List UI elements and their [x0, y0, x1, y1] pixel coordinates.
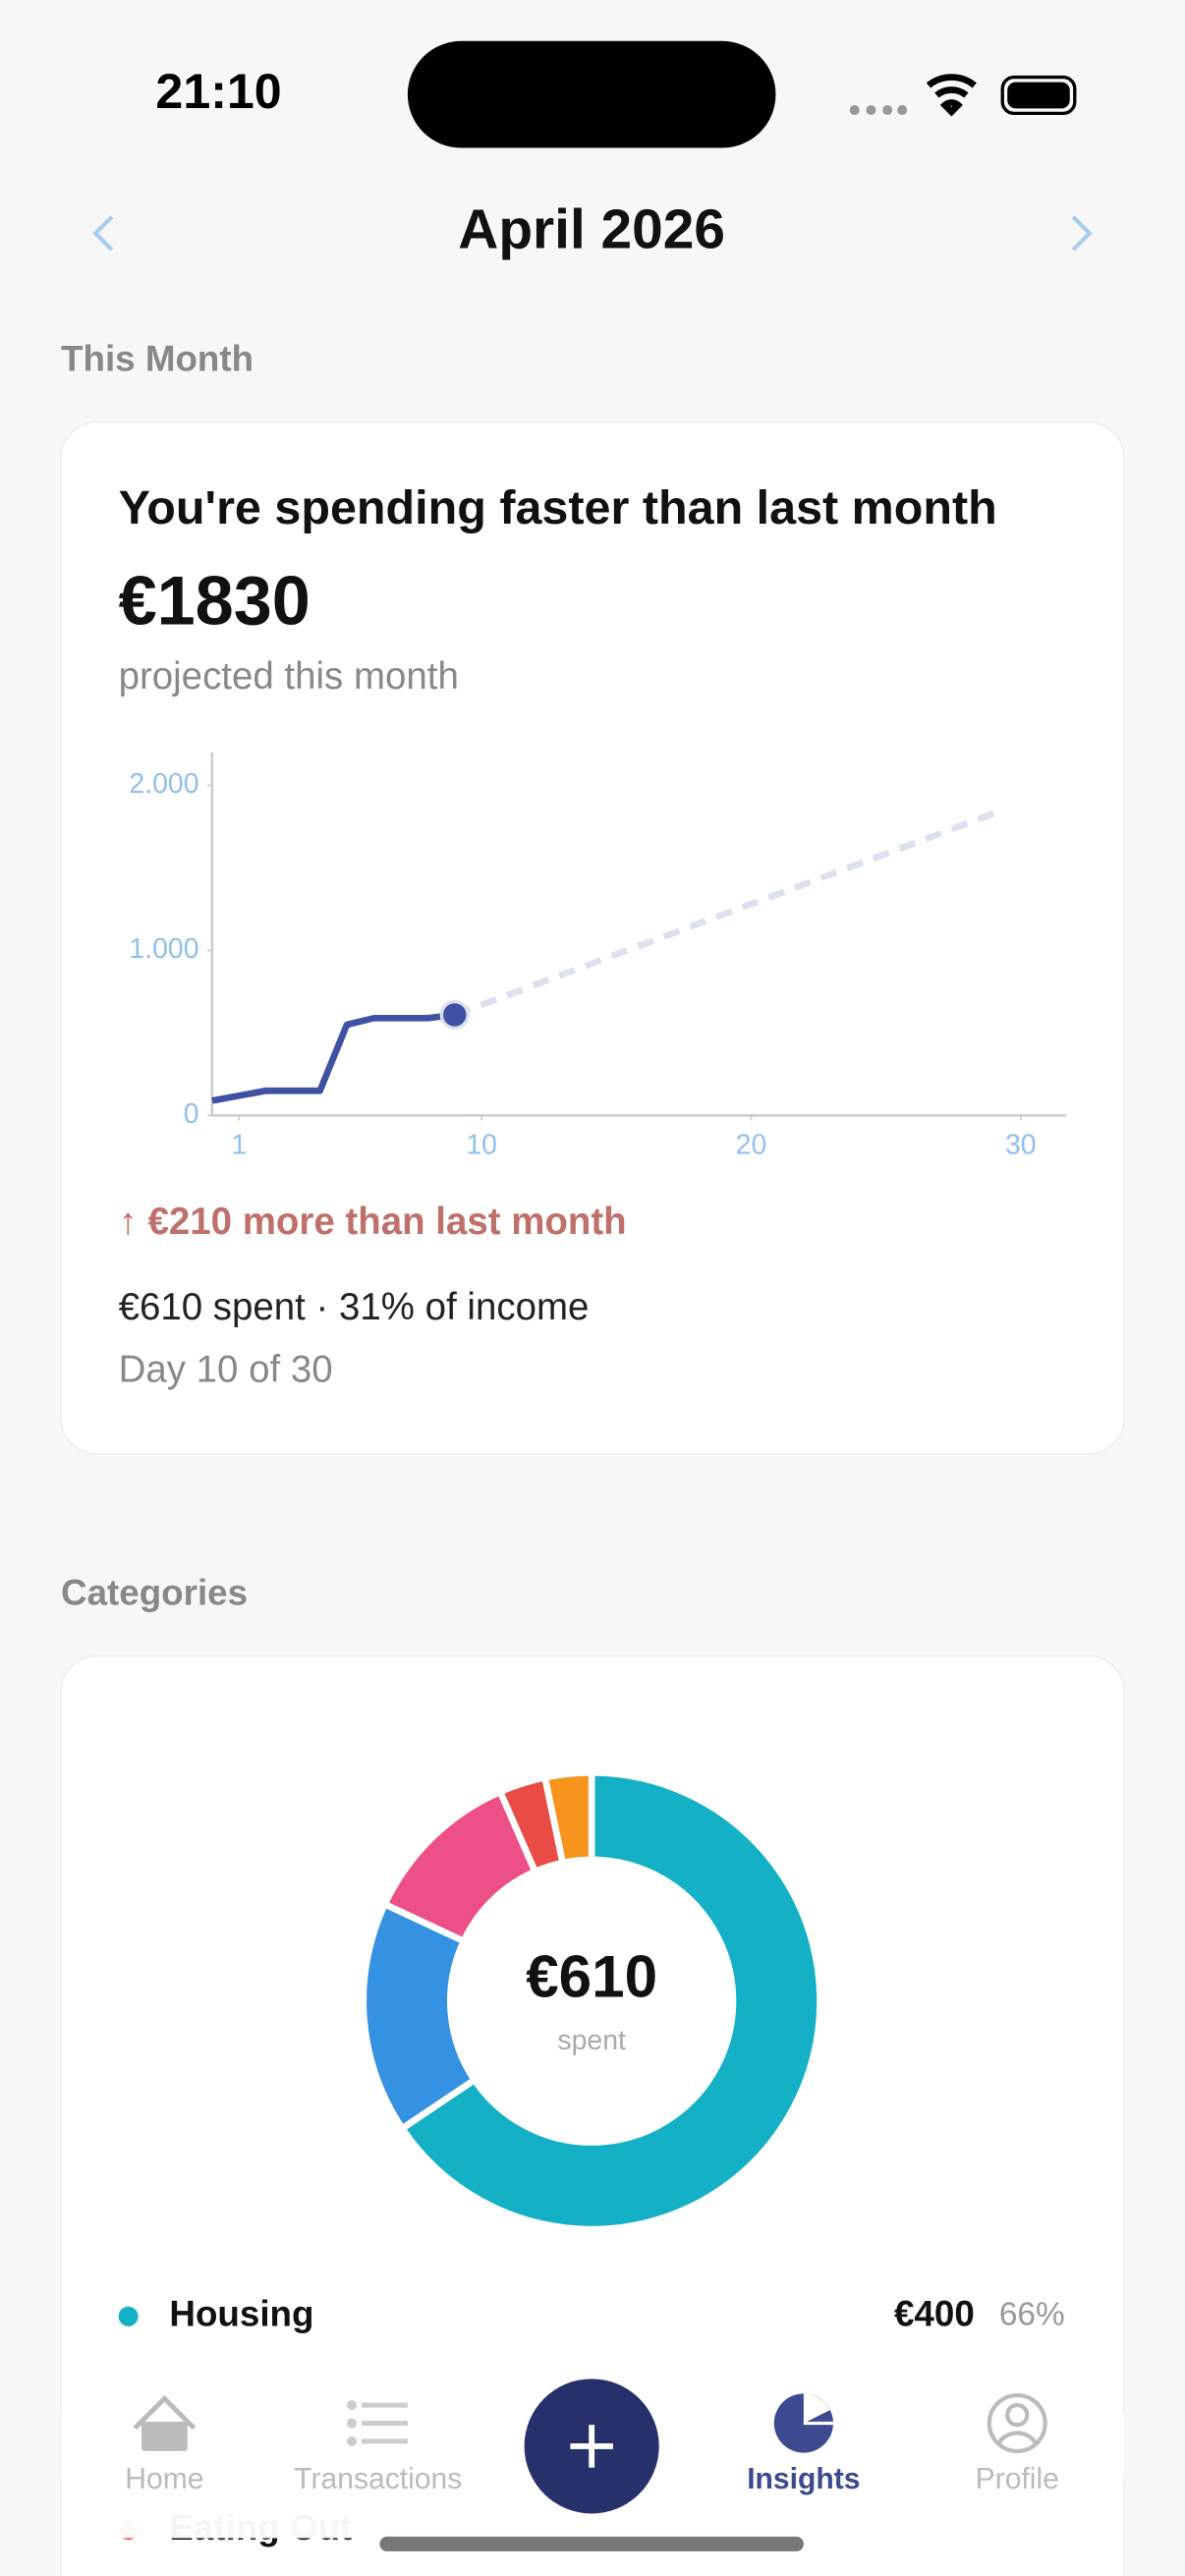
card-title: You're spending faster than last month: [119, 481, 997, 534]
tab-label[interactable]: Home: [125, 2463, 203, 2495]
categories-card: [60, 1654, 1125, 2576]
donut-segment: [398, 1768, 823, 2233]
home-indicator: [379, 2536, 804, 2551]
home-icon: [133, 2394, 197, 2451]
comparison: ↑ €210 more than last month: [119, 1201, 627, 1243]
donut-chart: [360, 1768, 823, 2233]
section-title: This Month: [61, 339, 254, 379]
insights-icon: [773, 2393, 833, 2453]
x-tick-label: 20: [736, 1130, 767, 1161]
tab-label[interactable]: Profile: [976, 2463, 1059, 2495]
x-tick-label: 1: [231, 1130, 247, 1161]
category-amount: €400: [894, 2294, 975, 2334]
category-dot: [118, 2306, 139, 2326]
summary: €610 spent · 31% of income: [119, 1286, 590, 1328]
add-icon: [570, 2425, 613, 2468]
donut-segment: [541, 1768, 595, 1867]
signal-dots: [849, 105, 908, 116]
spending-chart: 0 1.000 2.000 1 10 20 30: [129, 752, 1067, 1161]
status-time: 21:10: [155, 64, 281, 119]
next-month[interactable]: [1071, 215, 1093, 252]
actual-line: [211, 1011, 456, 1104]
tab-label[interactable]: Transactions: [294, 2463, 462, 2495]
projected-caption: projected this month: [119, 655, 459, 698]
transactions-icon: [347, 2400, 408, 2446]
projection-card: [60, 420, 1125, 1455]
current-point: [439, 999, 470, 1031]
battery-level: [1007, 82, 1070, 109]
y-tick-label: 2.000: [129, 768, 198, 800]
day-progress: Day 10 of 30: [119, 1348, 333, 1390]
tab-label[interactable]: Insights: [747, 2463, 860, 2495]
donut-center-caption: spent: [557, 2025, 626, 2056]
dynamic-island: [407, 40, 776, 148]
projection-line: [453, 810, 995, 1019]
x-tick-label: 10: [466, 1130, 497, 1161]
tabs: Home Transactions Insights Profile: [125, 2463, 1059, 2495]
battery-icon: [1000, 75, 1077, 116]
projected-amount: €1830: [119, 562, 310, 640]
prev-month[interactable]: [92, 215, 114, 252]
x-tick-label: 30: [1005, 1130, 1037, 1161]
wifi-icon: [926, 74, 977, 117]
section-title: Categories: [61, 1572, 248, 1612]
category-share: 66%: [999, 2297, 1065, 2333]
y-tick-label: 1.000: [129, 933, 198, 965]
category-name: Housing: [169, 2294, 313, 2334]
profile-icon: [987, 2392, 1047, 2454]
y-tick-label: 0: [184, 1098, 199, 1130]
donut-center-value: €610: [526, 1944, 657, 2010]
month-title: April 2026: [458, 198, 725, 260]
